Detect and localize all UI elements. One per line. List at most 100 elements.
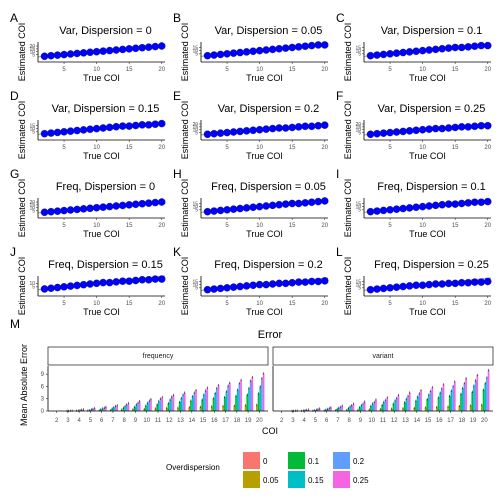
y-tick-label: 5 [195,208,198,214]
x-tick-label: 7 [336,418,340,424]
bar [190,400,192,411]
data-point [405,48,414,56]
panel-title: Var, Dispersion = 0.2 [218,103,320,115]
data-point [131,200,140,209]
y-tick-label: 15 [355,125,361,131]
data-point [405,127,414,135]
data-point [66,206,75,214]
y-tick-label: 5 [195,52,198,58]
x-tick-label: 12 [391,418,398,424]
data-point [405,282,414,290]
bar [350,405,353,411]
data-point [444,200,453,208]
y-tick-label: 6 [41,384,45,390]
data-point [314,277,322,286]
x-tick-label: 5 [388,301,392,307]
data-point [203,130,212,139]
x-tick-label: 20 [321,223,328,229]
data-point [307,41,316,50]
bar [480,404,483,411]
data-point [203,285,212,294]
bar [122,407,125,411]
data-point [92,124,101,133]
data-point [418,125,427,134]
data-point [451,279,459,288]
data-point [444,279,453,288]
y-tick-label: 20 [192,122,198,128]
data-point [112,122,120,131]
bar [248,388,250,411]
data-point [366,51,375,60]
data-point [470,278,479,286]
x-tick-label: 15 [452,301,459,307]
bar [424,407,427,411]
bar [236,389,239,411]
panel-letter: D [10,89,19,103]
y-tick-label: 3 [41,397,45,403]
data-point [255,202,264,211]
y-axis-label: Estimated COI [17,101,27,160]
legend-item: 0.05 [243,471,279,488]
data-point [255,46,264,55]
facet-strip-label: variant [372,353,393,360]
data-point [399,48,407,57]
legend-label: 0.25 [353,476,369,485]
data-point [73,49,81,58]
x-tick-label: 20 [158,67,165,73]
y-tick-label: 10 [29,281,35,287]
bar [259,386,262,411]
data-point [131,121,140,130]
data-point [301,122,309,131]
y-tick-label: 9 [41,372,45,378]
data-point [275,44,283,53]
data-point [431,45,440,54]
bar [442,384,445,411]
y-tick-label: 10 [192,282,198,288]
bar [225,391,228,411]
facet-strip [272,346,494,366]
x-tick-label: 15 [425,418,432,424]
x-axis-label: True COI [409,73,446,83]
x-axis-label: True COI [83,307,120,317]
y-tick-label: 15 [29,203,35,209]
data-point [210,207,218,215]
y-axis-label: Mean Absolute Error [19,344,29,426]
x-tick-label: 4 [302,418,306,424]
data-point [314,121,322,130]
x-tick-label: 10 [256,145,263,151]
bar [469,405,472,411]
bar [358,407,361,411]
data-point [399,282,407,291]
bar [403,402,406,411]
bar [195,390,197,411]
data-point [86,280,94,288]
bar [482,389,485,411]
y-axis-label: Estimated COI [180,257,190,316]
x-tick-label: 20 [321,67,328,73]
bar [103,407,106,411]
x-tick-label: 11 [155,418,162,424]
data-point [151,120,159,128]
data-point [229,128,238,136]
data-point [438,280,446,288]
x-tick-label: 20 [484,223,491,229]
bar [487,370,490,411]
data-point [66,282,75,290]
data-point [431,201,440,210]
data-point [223,284,231,292]
bar [150,399,152,411]
data-point [477,121,485,130]
data-point [262,46,270,54]
bar [465,378,467,411]
bar [362,403,364,411]
x-tick-label: 14 [413,418,420,424]
data-point [92,203,101,212]
data-point [236,48,244,57]
data-point [477,198,485,206]
data-point [40,52,49,61]
x-tick-label: 20 [158,145,165,151]
data-point [275,200,283,209]
data-point [125,201,133,209]
